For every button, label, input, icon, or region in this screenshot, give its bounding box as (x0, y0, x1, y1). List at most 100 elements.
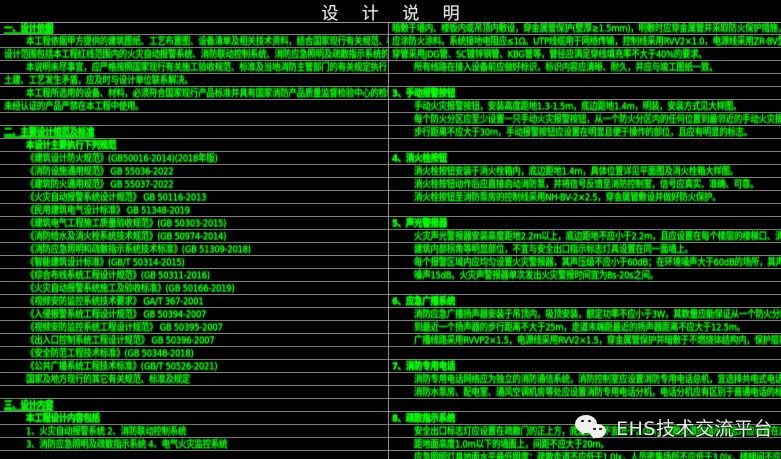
spec-row: 手动火灾报警按钮，安装高度距地1.3-1.5m，底边距地1.4m，明装，安装方式… (388, 100, 781, 113)
spec-row-text: 暗敷于墙内、楼板内或吊顶内敷设，穿金属管保护(壁厚≥1.5mm)，明敷时应穿金属… (392, 23, 781, 35)
left-text-column: 一、设计依据 本工程依据甲方提供的建筑图纸、工艺布置图、设备清单及相关技术资料，结… (0, 22, 388, 459)
spec-row-text: 距地面高度1.0m以下的墙面上，间距不应大于20m。 (414, 439, 609, 451)
spec-row-text: 《安全防范工程技术标准》(GB 50348-2018) (26, 348, 194, 360)
spec-row-text: 4、消火栓按钮 (392, 153, 447, 165)
specification-body: 一、设计依据 本工程依据甲方提供的建筑图纸、工艺布置图、设备清单及相关技术资料，结… (0, 22, 781, 459)
spec-row: 所有线路在接入设备前应做好标识，标识内容应清晰、耐久，并应与竣工图纸一致。 (388, 61, 781, 74)
spec-row (388, 399, 781, 412)
spec-row-text: 《建筑电气工程施工质量验收规范》(GB 50303-2015) (26, 218, 227, 230)
spec-row-text: 手动火灾报警按钮，安装高度距地1.3-1.5m，底边距地1.4m，明装，安装方式… (414, 101, 742, 113)
spec-row: 广播线路采用RVVP2×1.5，电源线采用RVV2×1.5，穿金属管保护并暗敷于… (388, 334, 781, 347)
spec-row: 1、火灾自动报警系统 2、消防联动控制系统 (0, 425, 388, 438)
spec-row-text: 噪声15dB。火灾声警报器单次发出火灾警报时间宜为8s-20s之间。 (414, 270, 658, 282)
spec-row-text: 《消防设施通用规范》 GB 55036-2022 (26, 166, 174, 178)
spec-row-text (0, 386, 388, 398)
spec-row: 本设计主要执行下列规范 (0, 139, 388, 152)
spec-row: 《消防设施通用规范》 GB 55036-2022 (0, 165, 388, 178)
spec-row-text: 《火灾自动报警系统设计规范》 GB 50116-2013 (26, 192, 207, 204)
spec-row: 《消防给水及消火栓系统技术规范》(GB 50974-2014) (0, 230, 388, 243)
spec-row: 《建筑设计防火规范》(GB50016-2014)(2018年版) (0, 152, 388, 165)
spec-row: 应涂防火涂料。系统接地电阻应≤1Ω。UTP线缆用于网络传输，控制线采用RVV2×… (388, 35, 781, 48)
spec-row: 国家及地方现行的其它有关规范、标准及规定 (0, 373, 388, 386)
column-divider (388, 22, 389, 459)
spec-row-text: 消火栓按钮至消防泵房的控制线采用NH-BV-2×2.5，穿金属管敷设并做好防火保… (414, 192, 721, 204)
right-text-column: 暗敷于墙内、楼板内或吊顶内敷设，穿金属管保护(壁厚≥1.5mm)，明敷时应穿金属… (388, 22, 781, 459)
spec-row: 《出入口控制系统工程设计规范》 GB 50396-2007 (0, 334, 388, 347)
spec-row-text: 消防应急广播扬声器安装于吊顶内，吸顶安装，额定功率不应小于3W，其数量应能保证从… (414, 309, 781, 321)
spec-row-text: 《消防给水及消火栓系统技术规范》(GB 50974-2014) (26, 231, 227, 243)
spec-row: 三、设计内容 (0, 399, 388, 412)
spec-row: 步行距离不应大于30m，手动报警按钮应设置在明显且便于操作的部位，且应有明显的标… (388, 126, 781, 139)
spec-row: 《入侵报警系统工程设计规范》 GB 50394-2007 (0, 308, 388, 321)
spec-row (0, 386, 388, 399)
spec-row-text: 本说明未尽事宜，应严格按照国家现行有关施工验收规范、标准及当地消防主管部门的有关… (26, 62, 388, 74)
spec-row: 每个防火分区应至少设置一只手动火灾报警按钮，从一个防火分区内的任何位置到最邻近的… (388, 113, 781, 126)
spec-row: 噪声15dB。火灾声警报器单次发出火灾警报时间宜为8s-20s之间。 (388, 269, 781, 282)
spec-row-text: 二、主要设计规范及标准 (4, 127, 95, 139)
spec-row: 3、手动报警按钮 (388, 87, 781, 100)
spec-row: 消防应急广播扬声器安装于吊顶内，吸顶安装，额定功率不应小于3W，其数量应能保证从… (388, 308, 781, 321)
sheet-title-bar: 设 计 说 明 (0, 0, 781, 24)
spec-row: 《民用建筑电气设计标准》 GB 51348-2019 (0, 204, 388, 217)
spec-row (0, 113, 388, 126)
spec-row: 本说明未尽事宜，应严格按照国家现行有关施工验收规范、标准及当地消防主管部门的有关… (0, 61, 388, 74)
spec-row: 火灾声光警报器安装高度距地2.2m以上，底边距地不应小于2.2m，且应设置在每个… (388, 230, 781, 243)
spec-row-text: 《智能建筑设计标准》(GB/T 50314-2015) (26, 257, 185, 269)
spec-row: 《智能建筑设计标准》(GB/T 50314-2015) (0, 256, 388, 269)
spec-row-text: 8、疏散指示系统 (392, 413, 456, 425)
spec-row: 建筑内部拐角等明显部位，不宜与安全出口指示标志灯具设置在同一面墙上。 (388, 243, 781, 256)
spec-row: 本工程设计内容包括 (0, 412, 388, 425)
spec-row-text: 《火灾自动报警系统施工及验收标准》(GB 50166-2019) (26, 283, 235, 295)
spec-row: 消防水泵房、配电室、通风空调机房等处应设置消防专用电话分机，电话分机应有区别于普… (388, 386, 781, 399)
spec-row-text: 6、应急广播系统 (392, 296, 456, 308)
spec-row-text (388, 282, 781, 294)
spec-row: 6、应急广播系统 (388, 295, 781, 308)
spec-row-text: 《公共广播系统工程技术标准》(GB/T 50526-2021) (26, 361, 218, 373)
spec-row-text: 一、设计依据 (4, 23, 54, 35)
spec-row: 一、设计依据 (0, 22, 388, 35)
spec-row-text: 《消防应急照明和疏散指示系统技术标准》(GB 51309-2018) (26, 244, 251, 256)
spec-row: 《建筑电气工程施工质量验收规范》(GB 50303-2015) (0, 217, 388, 230)
spec-row-text: 国家及地方现行的其它有关规范、标准及规定 (26, 374, 191, 386)
spec-row-text: 应涂防火涂料。系统接地电阻应≤1Ω。UTP线缆用于网络传输，控制线采用RVV2×… (392, 36, 781, 48)
spec-row-text: 穿管采用JDG管、SC镀锌钢管、KBG管等，管径应满足穿线填充率不大于40%的要… (392, 49, 707, 61)
spec-row-text (388, 139, 781, 151)
spec-row-text: 设计范围包括本工程红线范围内的火灾自动报警系统、消防联动控制系统、消防应急照明及… (4, 49, 388, 61)
spec-row: 穿管采用JDG管、SC镀锌钢管、KBG管等，管径应满足穿线填充率不大于40%的要… (388, 48, 781, 61)
spec-row-text: 安全出口标志灯应设置在疏散门的正上方，底边距地不宜低于2.0m；疏散走道的指示标… (414, 426, 781, 438)
spec-row-text: 消火栓按钮动作后应直接启动消防泵，并将信号反馈至消防控制室，信号应真实、准确、可… (414, 179, 759, 191)
spec-row-text: 土建、工艺发生矛盾，应及时与设计单位联系解决。 (4, 75, 193, 87)
spec-row: 《视频安防监控系统工程设计规范》 GB 50395-2007 (0, 321, 388, 334)
spec-row-text: 建筑内部拐角等明显部位，不宜与安全出口指示标志灯具设置在同一面墙上。 (414, 244, 693, 256)
spec-row-text: 1、火灾自动报警系统 2、消防联动控制系统 (26, 426, 187, 438)
spec-row: 《建筑防火通用规范》 GB 55037-2022 (0, 178, 388, 191)
spec-row: 《综合布线系统工程设计规范》(GB 50311-2016) (0, 269, 388, 282)
spec-row: 应急照明灯具地面水平最低照度：疏散走道不应低于1.0lx，人员密集场所不应低于3… (388, 451, 781, 459)
spec-row: 本工程依据甲方提供的建筑图纸、工艺布置图、设备清单及相关技术资料，结合国家现行有… (0, 35, 388, 48)
spec-row-text: 到最近一个扬声器的步行距离不大于25m，走道末端距最近的扬声器距离不应大于12.… (414, 322, 745, 334)
spec-row-text: 消防水泵房、配电室、通风空调机房等处应设置消防专用电话分机，电话分机应有区别于普… (414, 387, 781, 399)
spec-row: 消火栓按钮动作后应直接启动消防泵，并将信号反馈至消防控制室，信号应真实、准确、可… (388, 178, 781, 191)
spec-row-text: 5、声光警报器 (392, 218, 447, 230)
spec-row (388, 74, 781, 87)
spec-row: 本工程所选用的设备、材料，必须符合国家现行产品标准并具有国家消防产品质量监督检验… (0, 87, 388, 100)
spec-row-text: 广播线路采用RVVP2×1.5，电源线采用RVV2×1.5，穿金属管保护并暗敷于… (414, 335, 781, 347)
spec-row: 到最近一个扬声器的步行距离不大于25m，走道末端距最近的扬声器距离不应大于12.… (388, 321, 781, 334)
spec-row-text: 7、消防专用电话 (392, 361, 456, 373)
spec-row: 《火灾自动报警系统施工及验收标准》(GB 50166-2019) (0, 282, 388, 295)
spec-row-text: 《入侵报警系统工程设计规范》 GB 50394-2007 (26, 309, 207, 321)
frame-top-border (0, 22, 781, 23)
spec-row-text (0, 113, 388, 125)
spec-row: 《视频安防监控系统技术要求》 GA/T 367-2001 (0, 295, 388, 308)
spec-row-text: 三、设计内容 (4, 400, 54, 412)
spec-row-text: 本设计主要执行下列规范 (26, 140, 117, 152)
spec-row: 《安全防范工程技术标准》(GB 50348-2018) (0, 347, 388, 360)
spec-row-text: 《出入口控制系统工程设计规范》 GB 50396-2007 (26, 335, 215, 347)
spec-row-text: 本工程所选用的设备、材料，必须符合国家现行产品标准并具有国家消防产品质量监督检验… (26, 88, 388, 100)
page-title: 设 计 说 明 (321, 3, 469, 24)
spec-row: 《火灾自动报警系统设计规范》 GB 50116-2013 (0, 191, 388, 204)
spec-row-text (388, 347, 781, 359)
spec-row: 安全出口标志灯应设置在疏散门的正上方，底边距地不宜低于2.0m；疏散走道的指示标… (388, 425, 781, 438)
spec-row-text: 3、手动报警按钮 (392, 88, 456, 100)
